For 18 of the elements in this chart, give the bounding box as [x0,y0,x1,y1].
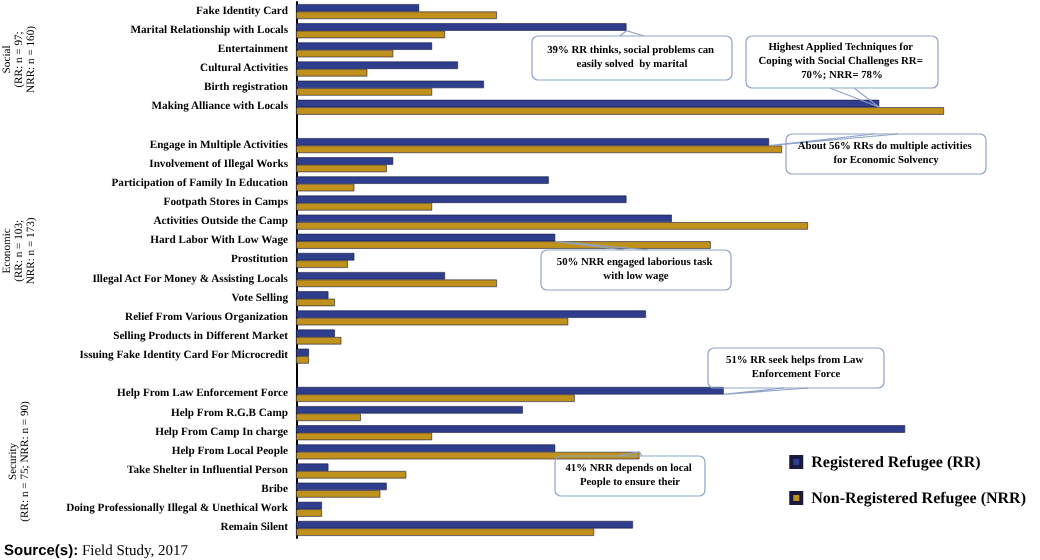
bar [296,386,724,395]
bar [296,291,329,299]
bar [296,520,633,529]
bar [296,23,627,31]
legend-label: Non-Registered Refugee (NRR) [811,489,1027,507]
bar [296,260,348,268]
bar [296,107,944,115]
legend-label: Registered Refugee (RR) [811,453,982,471]
bar [296,509,322,517]
bar [296,11,497,20]
bar [296,241,711,249]
bar [296,157,394,165]
bar [296,425,906,433]
bar [296,356,309,364]
bar [296,145,782,154]
bar [296,406,523,414]
bar [296,279,497,288]
bar [296,252,355,261]
